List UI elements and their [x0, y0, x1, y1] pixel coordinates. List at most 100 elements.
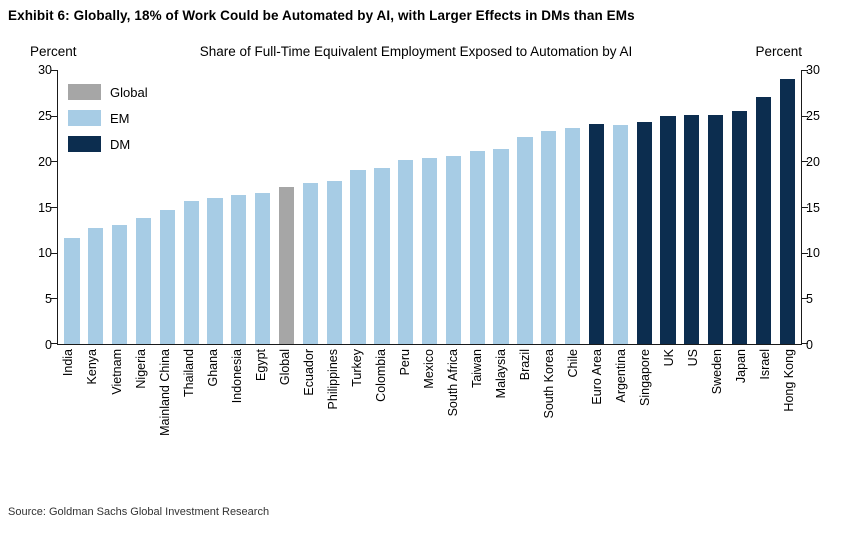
legend-swatch-em: [68, 110, 101, 126]
exhibit-title: Exhibit 6: Globally, 18% of Work Could b…: [8, 8, 635, 23]
x-label: Argentina: [614, 349, 629, 403]
bar-slot: [680, 70, 704, 344]
x-label: Ecuador: [301, 349, 316, 396]
y-tick-label-right: 30: [806, 63, 820, 77]
x-label-slot: Euro Area: [586, 349, 610, 479]
y-tick-label-right: 20: [806, 154, 820, 169]
x-label-slot: Malaysia: [490, 349, 514, 479]
bar-slot: [537, 70, 561, 344]
y-tick-mark-right: [802, 161, 808, 163]
x-label-slot: Sweden: [706, 349, 730, 479]
legend-label: EM: [110, 110, 130, 126]
x-label-slot: Thailand: [177, 349, 201, 479]
x-label: India: [61, 349, 76, 377]
x-label-slot: Israel: [754, 349, 778, 479]
x-label-slot: Vietnam: [105, 349, 129, 479]
bar-slot: [370, 70, 394, 344]
bar-hong-kong: [779, 79, 795, 344]
y-tick-mark-right: [802, 298, 808, 300]
x-label-slot: Mexico: [417, 349, 441, 479]
bar-slot: [513, 70, 537, 344]
legend-swatch-global: [68, 84, 101, 100]
bar-global: [278, 186, 295, 344]
bar-sweden: [708, 114, 724, 344]
bar-slot: [155, 70, 179, 344]
x-label-slot: Colombia: [369, 349, 393, 479]
bar-vietnam: [111, 225, 128, 344]
y-tick-label-left: 5: [45, 292, 52, 307]
source-note: Source: Goldman Sachs Global Investment …: [8, 506, 270, 518]
y-tick-mark-right: [802, 343, 808, 344]
bar-mexico: [421, 157, 438, 344]
bar-israel: [755, 97, 772, 344]
x-label-slot: South Korea: [538, 349, 562, 479]
bar-slot: [251, 70, 275, 344]
x-label: Philippines: [325, 349, 340, 410]
x-labels: India Kenya Vietnam Nigeria Mainland China Th…: [57, 349, 802, 479]
x-label-slot: Brazil: [514, 349, 538, 479]
bar-chile: [565, 127, 581, 344]
y-tick-label-right: 0: [806, 338, 813, 352]
legend-label: DM: [110, 136, 131, 152]
x-label-slot: Turkey: [345, 349, 369, 479]
bar-malaysia: [493, 149, 509, 344]
y-tick-mark-left: [51, 252, 57, 254]
x-label-slot: South Africa: [442, 349, 466, 479]
bar-slot: [489, 70, 513, 344]
x-label-slot: Chile: [562, 349, 586, 479]
plot-area: [51, 70, 808, 345]
x-label: Brazil: [518, 349, 533, 381]
x-label: Vietnam: [109, 349, 124, 395]
x-label: South Korea: [542, 349, 557, 419]
bar-slot: [84, 70, 108, 344]
bar-slot: [322, 70, 346, 344]
x-label-slot: Nigeria: [129, 349, 153, 479]
bar-slot: [203, 70, 227, 344]
x-label: Mainland China: [157, 349, 172, 436]
x-label-slot: Global: [273, 349, 297, 479]
y-axis-right: 0 5 10 15 20 25 30: [806, 63, 844, 352]
y-tick-mark-left: [51, 115, 57, 117]
x-label: Chile: [566, 349, 581, 378]
bar-mainland-china: [159, 209, 175, 344]
bar-kenya: [88, 228, 104, 344]
y-tick-label-left: 25: [38, 108, 52, 123]
bar-slot: [728, 70, 752, 344]
bar-slot: [108, 70, 132, 344]
x-label: Kenya: [85, 349, 100, 385]
x-label: Global: [277, 349, 292, 386]
bar-slot: [442, 70, 466, 344]
bar-nigeria: [135, 217, 152, 344]
x-label-slot: India: [57, 349, 81, 479]
x-label: Taiwan: [469, 349, 484, 388]
bar-uk: [660, 115, 676, 344]
bar-slot: [465, 70, 489, 344]
x-label: Peru: [397, 349, 412, 376]
bar-taiwan: [469, 151, 485, 344]
x-label: Ghana: [205, 349, 220, 387]
x-label: Mexico: [421, 349, 436, 389]
legend-item-global: Global: [68, 84, 148, 100]
bar-slot: [585, 70, 609, 344]
legend-item-dm: DM: [68, 136, 148, 152]
x-label-slot: Philippines: [321, 349, 345, 479]
bar-slot: [608, 70, 632, 344]
x-label: Nigeria: [133, 349, 148, 389]
left-axis-unit-label: Percent: [30, 44, 77, 59]
y-tick-mark-right: [802, 207, 808, 208]
x-label-slot: Egypt: [249, 349, 273, 479]
bar-slot: [60, 70, 84, 344]
bar-colombia: [374, 167, 390, 344]
x-label: Indonesia: [229, 349, 244, 404]
x-label-slot: Taiwan: [466, 349, 490, 479]
bar-singapore: [636, 122, 652, 344]
bar-slot: [775, 70, 799, 344]
legend: Global EM DM: [68, 84, 148, 152]
x-label: South Africa: [445, 349, 460, 417]
x-label: Euro Area: [590, 349, 605, 405]
x-label-slot: Argentina: [610, 349, 634, 479]
bar-south-korea: [541, 131, 557, 344]
x-label: Malaysia: [494, 349, 509, 399]
x-label: UK: [662, 349, 677, 367]
y-tick-label-left: 20: [38, 154, 52, 169]
